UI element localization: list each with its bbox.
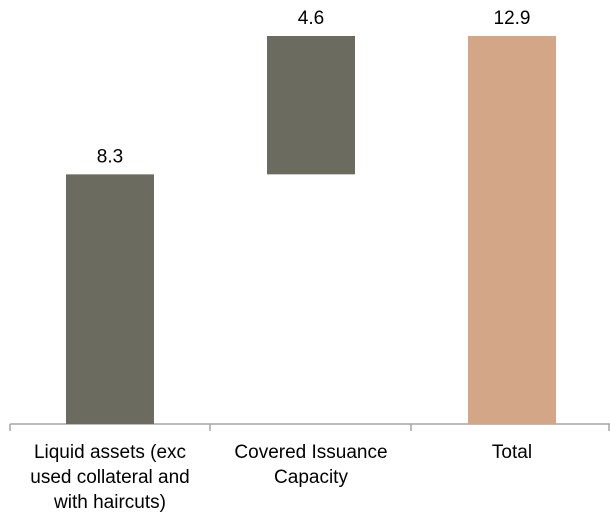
category-label-line: Capacity xyxy=(274,467,348,488)
category-label: Total xyxy=(492,442,532,463)
data-label: 8.3 xyxy=(97,146,123,167)
data-label: 4.6 xyxy=(298,8,324,29)
category-label: Liquid assets (exc used collateral and wit… xyxy=(30,442,190,513)
bar xyxy=(267,36,355,175)
category-label: Covered Issuance Capacity xyxy=(234,442,387,488)
category-label-line: Total xyxy=(492,442,532,463)
category-label-line: Liquid assets (exc xyxy=(34,442,186,463)
category-label-line: with haircuts) xyxy=(53,492,166,513)
chart-marks: 8.3 4.6 12.9 Liquid assets (exc used collate… xyxy=(30,8,556,513)
category-label-line: Covered Issuance xyxy=(234,442,387,463)
data-label: 12.9 xyxy=(494,8,531,29)
category-label-line: used collateral and xyxy=(30,467,190,488)
bar xyxy=(468,36,556,424)
bar xyxy=(66,174,154,424)
